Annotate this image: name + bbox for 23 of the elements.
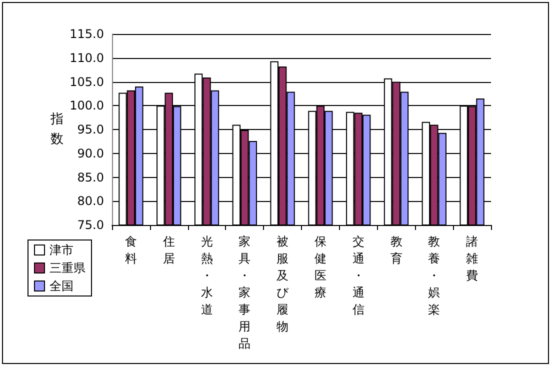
y-tick-label: 80.0 bbox=[77, 194, 104, 208]
y-tick-label: 90.0 bbox=[77, 146, 104, 160]
x-tick-label: 家具・家事用品 bbox=[238, 234, 251, 350]
x-tick-label: 交通・通信 bbox=[352, 234, 364, 316]
y-axis-title: 指数 bbox=[50, 112, 64, 147]
x-tick-label: 教育 bbox=[390, 234, 402, 266]
y-tick-label: 100.0 bbox=[70, 98, 104, 113]
x-tick-label: 教養・娯楽 bbox=[428, 234, 440, 316]
legend-label: 全国 bbox=[50, 279, 74, 293]
y-tick-label: 105.0 bbox=[70, 74, 104, 89]
x-tick-label: 保健医療 bbox=[314, 234, 326, 300]
y-tick-label: 110.0 bbox=[70, 50, 104, 65]
x-tick-label: 食料 bbox=[124, 234, 137, 266]
x-tick-label: 諸雑費 bbox=[466, 234, 478, 282]
legend-label: 津市 bbox=[50, 243, 74, 257]
y-tick-label: 95.0 bbox=[77, 122, 104, 136]
y-tick-label: 85.0 bbox=[77, 170, 104, 184]
legend-label: 三重県 bbox=[50, 261, 86, 275]
y-tick-label: 75.0 bbox=[77, 218, 104, 232]
y-tick-label: 115.0 bbox=[70, 27, 104, 41]
x-tick-label: 光熱・水道 bbox=[200, 234, 213, 316]
x-tick-label: 被服及び履物 bbox=[276, 234, 290, 334]
x-tick-label: 住居 bbox=[162, 234, 175, 266]
